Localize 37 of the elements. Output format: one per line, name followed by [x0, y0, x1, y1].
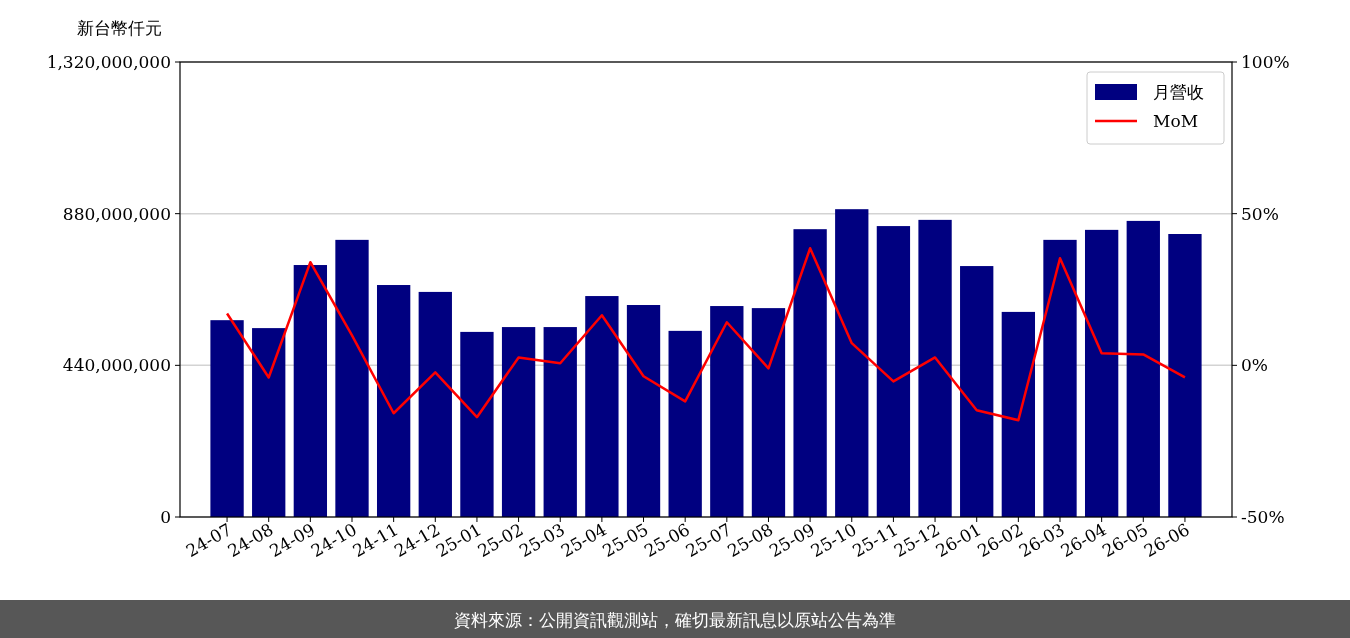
y-tick-label: 1,320,000,000: [46, 52, 171, 72]
y-tick-label: 0: [160, 507, 171, 527]
bar: [501, 327, 536, 517]
bar: [918, 219, 952, 517]
y2-tick-label: -50%: [1241, 507, 1285, 527]
y-tick-label: 440,000,000: [62, 355, 171, 376]
bar: [543, 327, 577, 517]
bar: [293, 265, 328, 517]
legend-label: 月營收: [1153, 82, 1204, 102]
bar: [1084, 229, 1119, 517]
line-series: [225, 247, 1187, 422]
bar: [835, 209, 869, 517]
bar: [460, 331, 494, 517]
bar: [710, 306, 744, 517]
bar: [960, 266, 994, 517]
bar: [793, 229, 827, 517]
source-note: 資料來源：公開資訊觀測站，確切最新訊息以原站公告為準: [454, 610, 896, 630]
bar: [876, 226, 911, 517]
y2-tick-label: 0%: [1241, 355, 1268, 376]
y2-tick-label: 100%: [1241, 52, 1290, 72]
bar: [626, 305, 661, 517]
bar: [210, 320, 244, 517]
bar: [585, 296, 619, 517]
bar: [418, 291, 452, 517]
bar: [1168, 234, 1202, 517]
bar: [335, 239, 369, 517]
bar: [1043, 239, 1077, 517]
bar: [1001, 311, 1036, 517]
y2-tick-label: 50%: [1241, 203, 1279, 224]
bar: [252, 328, 286, 517]
bar: [751, 308, 786, 517]
legend-label: MoM: [1153, 111, 1199, 131]
bar: [376, 285, 411, 517]
bar: [668, 330, 702, 517]
y-tick-label: 880,000,000: [62, 203, 171, 224]
bar: [1126, 220, 1160, 517]
y-axis-title: 新台幣仟元: [77, 18, 162, 38]
